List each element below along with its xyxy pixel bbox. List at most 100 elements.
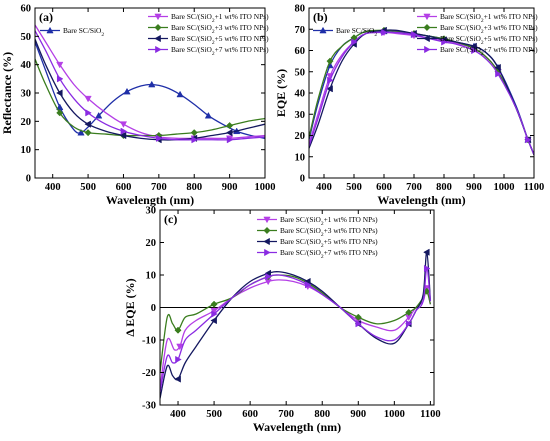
legend-entry-p3-part: Bare SC/(SiO	[280, 226, 322, 235]
x-tick-label: 900	[466, 182, 482, 193]
legend-swatch-marker	[263, 226, 271, 235]
series-bare-sc-sio2-7-wt-ito-nps-point	[355, 320, 363, 328]
y-tick-label: 10	[146, 271, 157, 282]
y-axis-title: Δ EQE (%)	[123, 278, 137, 336]
x-tick-label: 400	[170, 409, 186, 420]
legend-swatch-marker	[424, 45, 431, 54]
series-bare-sc-sio2-5-wt-ito-nps-point	[326, 85, 333, 93]
series-bare-sc-sio2-3-wt-ito-nps-point	[405, 308, 413, 316]
legend-entry-p5-part: 2	[481, 40, 484, 46]
series-bare-sc-sio2-point	[77, 128, 85, 136]
series-bare-sc-sio2-7-wt-ito-nps-point	[265, 273, 272, 281]
x-tick-label: 800	[314, 409, 330, 420]
legend-swatch-marker	[263, 237, 270, 246]
x-tick-label: 500	[346, 182, 362, 193]
series-bare-sc-sio2-7-wt-ito-nps-point	[56, 75, 64, 83]
y-tick-label: -20	[142, 368, 156, 379]
legend-entry-p5: Bare SC/(SiO2+5 wt% ITO NPs)	[171, 34, 269, 46]
panel-a-reflectance: 400 500 600 700 800 900 1000 0 10 20 30 40 50 60 Wavel…	[0, 4, 276, 208]
y-tick-label: 30	[295, 110, 306, 121]
y-tick-label: 40	[295, 89, 306, 100]
legend: Bare SC/(SiO2+1 wt% ITO NPs)Bare SC/(SiO…	[257, 215, 378, 260]
y-tick-label: 30	[21, 89, 32, 100]
legend-swatch-marker	[263, 216, 271, 224]
legend-entry-p1-part: Bare SC/(SiO	[171, 12, 213, 21]
y-tick-label: 0	[26, 174, 31, 185]
legend-entry-p1-part: 2	[321, 221, 324, 227]
series-bare-sc-sio2-3-wt-ito-nps-point	[174, 326, 182, 334]
series-bare-sc-sio2-7-wt-ito-nps-point	[351, 38, 358, 46]
series-bare-sc-sio2-7-wt-ito-nps-point	[381, 28, 388, 37]
series-bare-sc-sio2-5-wt-ito-nps-point	[225, 129, 233, 137]
legend-entry-p1-part: 2	[212, 18, 215, 24]
series-bare-sc-sio2-7-wt-ito-nps-point	[211, 310, 218, 318]
x-tick-label: 600	[376, 182, 392, 193]
legend-entry-p5-part: +5 wt% ITO NPs)	[484, 34, 538, 43]
legend-entry-p5-part: Bare SC/(SiO	[171, 34, 213, 43]
legend-entry-p1: Bare SC/(SiO2+1 wt% ITO NPs)	[440, 12, 538, 24]
series-bare-sc-sio2-7-wt-ito-nps-point	[305, 281, 312, 289]
legend-swatch-marker	[154, 23, 162, 32]
legend-entry-p7-part: Bare SC/(SiO	[171, 45, 213, 54]
plot-area	[309, 26, 534, 155]
series-bare-sc-sio2-7-wt-ito-nps-point	[327, 76, 334, 84]
legend-entry-p3: Bare SC/(SiO2+3 wt% ITO NPs)	[440, 23, 538, 35]
series-bare-sc-sio2-7-wt-ito-nps-point	[226, 136, 234, 144]
y-tick-label: 20	[295, 131, 306, 142]
legend-entry-p7-part: 2	[481, 51, 484, 57]
legend-entry-p5: Bare SC/(SiO2+5 wt% ITO NPs)	[440, 34, 538, 46]
series-bare-sc-sio2-5-wt-ito-nps-line	[35, 38, 265, 141]
x-tick-label: 400	[316, 182, 332, 193]
series-bare-sc-sio2-3-wt-ito-nps-point	[354, 313, 362, 321]
panel-label: (b)	[313, 10, 328, 24]
legend-entry-p3-part: +3 wt% ITO NPs)	[324, 226, 378, 235]
series-bare-sc-sio2-7-wt-ito-nps-point	[156, 134, 163, 142]
x-tick-label: 1000	[384, 409, 405, 420]
series-bare-sc-sio2-1-wt-ito-nps-point	[176, 343, 184, 351]
legend-swatch-marker	[154, 34, 161, 43]
series-bare-sc-sio2-7-wt-ito-nps-point	[441, 38, 448, 46]
legend-entry-p7: Bare SC/(SiO2+7 wt% ITO NPs)	[440, 45, 538, 57]
x-tick-label: 700	[151, 182, 167, 193]
legend-entry-p5-part: Bare SC/(SiO	[280, 237, 322, 246]
series-bare-sc-sio2-7-wt-ito-nps-point	[120, 127, 128, 135]
x-tick-label: 500	[206, 409, 222, 420]
y-tick-label: -10	[142, 336, 156, 347]
series-bare-sc-sio2-point	[95, 111, 103, 119]
legend-swatch-marker	[264, 248, 271, 257]
legend-swatch-marker	[154, 13, 162, 21]
series-bare-sc-sio2-7-wt-ito-nps-point	[525, 136, 532, 144]
legend-entry-p5-part: Bare SC/(SiO	[440, 34, 482, 43]
legend-entry-p7-part: 2	[212, 51, 215, 57]
legend-entry-p3-part: 2	[321, 232, 324, 238]
series-bare-sc-sio2-7-wt-ito-nps-line	[160, 267, 432, 393]
legend-entry-bare: Bare SC/SiO2	[336, 26, 377, 38]
series-bare-sc-sio2-3-wt-ito-nps-point	[210, 300, 218, 308]
series-bare-sc-sio2-7-wt-ito-nps-point	[405, 320, 413, 328]
legend-entry-bare-part: Bare SC/SiO	[336, 26, 375, 35]
series-bare-sc-sio2-point	[176, 90, 184, 98]
y-tick-label: 0	[300, 174, 305, 185]
legend-swatch-marker	[423, 13, 431, 21]
y-tick-label: -30	[142, 401, 156, 412]
series-bare-sc-sio2-1-wt-ito-nps-point	[56, 61, 64, 69]
legend-swatch-marker	[423, 34, 430, 43]
legend-entry-p7: Bare SC/(SiO2+7 wt% ITO NPs)	[280, 248, 378, 260]
plot-area	[35, 24, 265, 144]
legend-entry-p5-part: 2	[212, 40, 215, 46]
y-tick-label: 50	[295, 67, 306, 78]
y-axis-title: Reflectance (%)	[0, 52, 14, 134]
legend-entry-p3-part: Bare SC/(SiO	[171, 23, 213, 32]
legend-entry-p7-part: Bare SC/(SiO	[280, 248, 322, 257]
series-bare-sc-sio2-3-wt-ito-nps-point	[56, 109, 64, 117]
legend-entry-p7-part: +7 wt% ITO NPs)	[324, 248, 378, 257]
legend-entry-p7-part: Bare SC/(SiO	[440, 45, 482, 54]
x-axis-title: Wavelength (nm)	[253, 420, 341, 434]
x-tick-label: 1100	[524, 182, 544, 193]
y-tick-label: 60	[295, 46, 306, 57]
series-bare-sc-sio2-5-wt-ito-nps-point	[174, 375, 181, 383]
legend-swatch-marker	[423, 23, 431, 32]
series-bare-sc-sio2-5-wt-ito-nps-point	[470, 42, 477, 50]
x-tick-label: 800	[436, 182, 452, 193]
